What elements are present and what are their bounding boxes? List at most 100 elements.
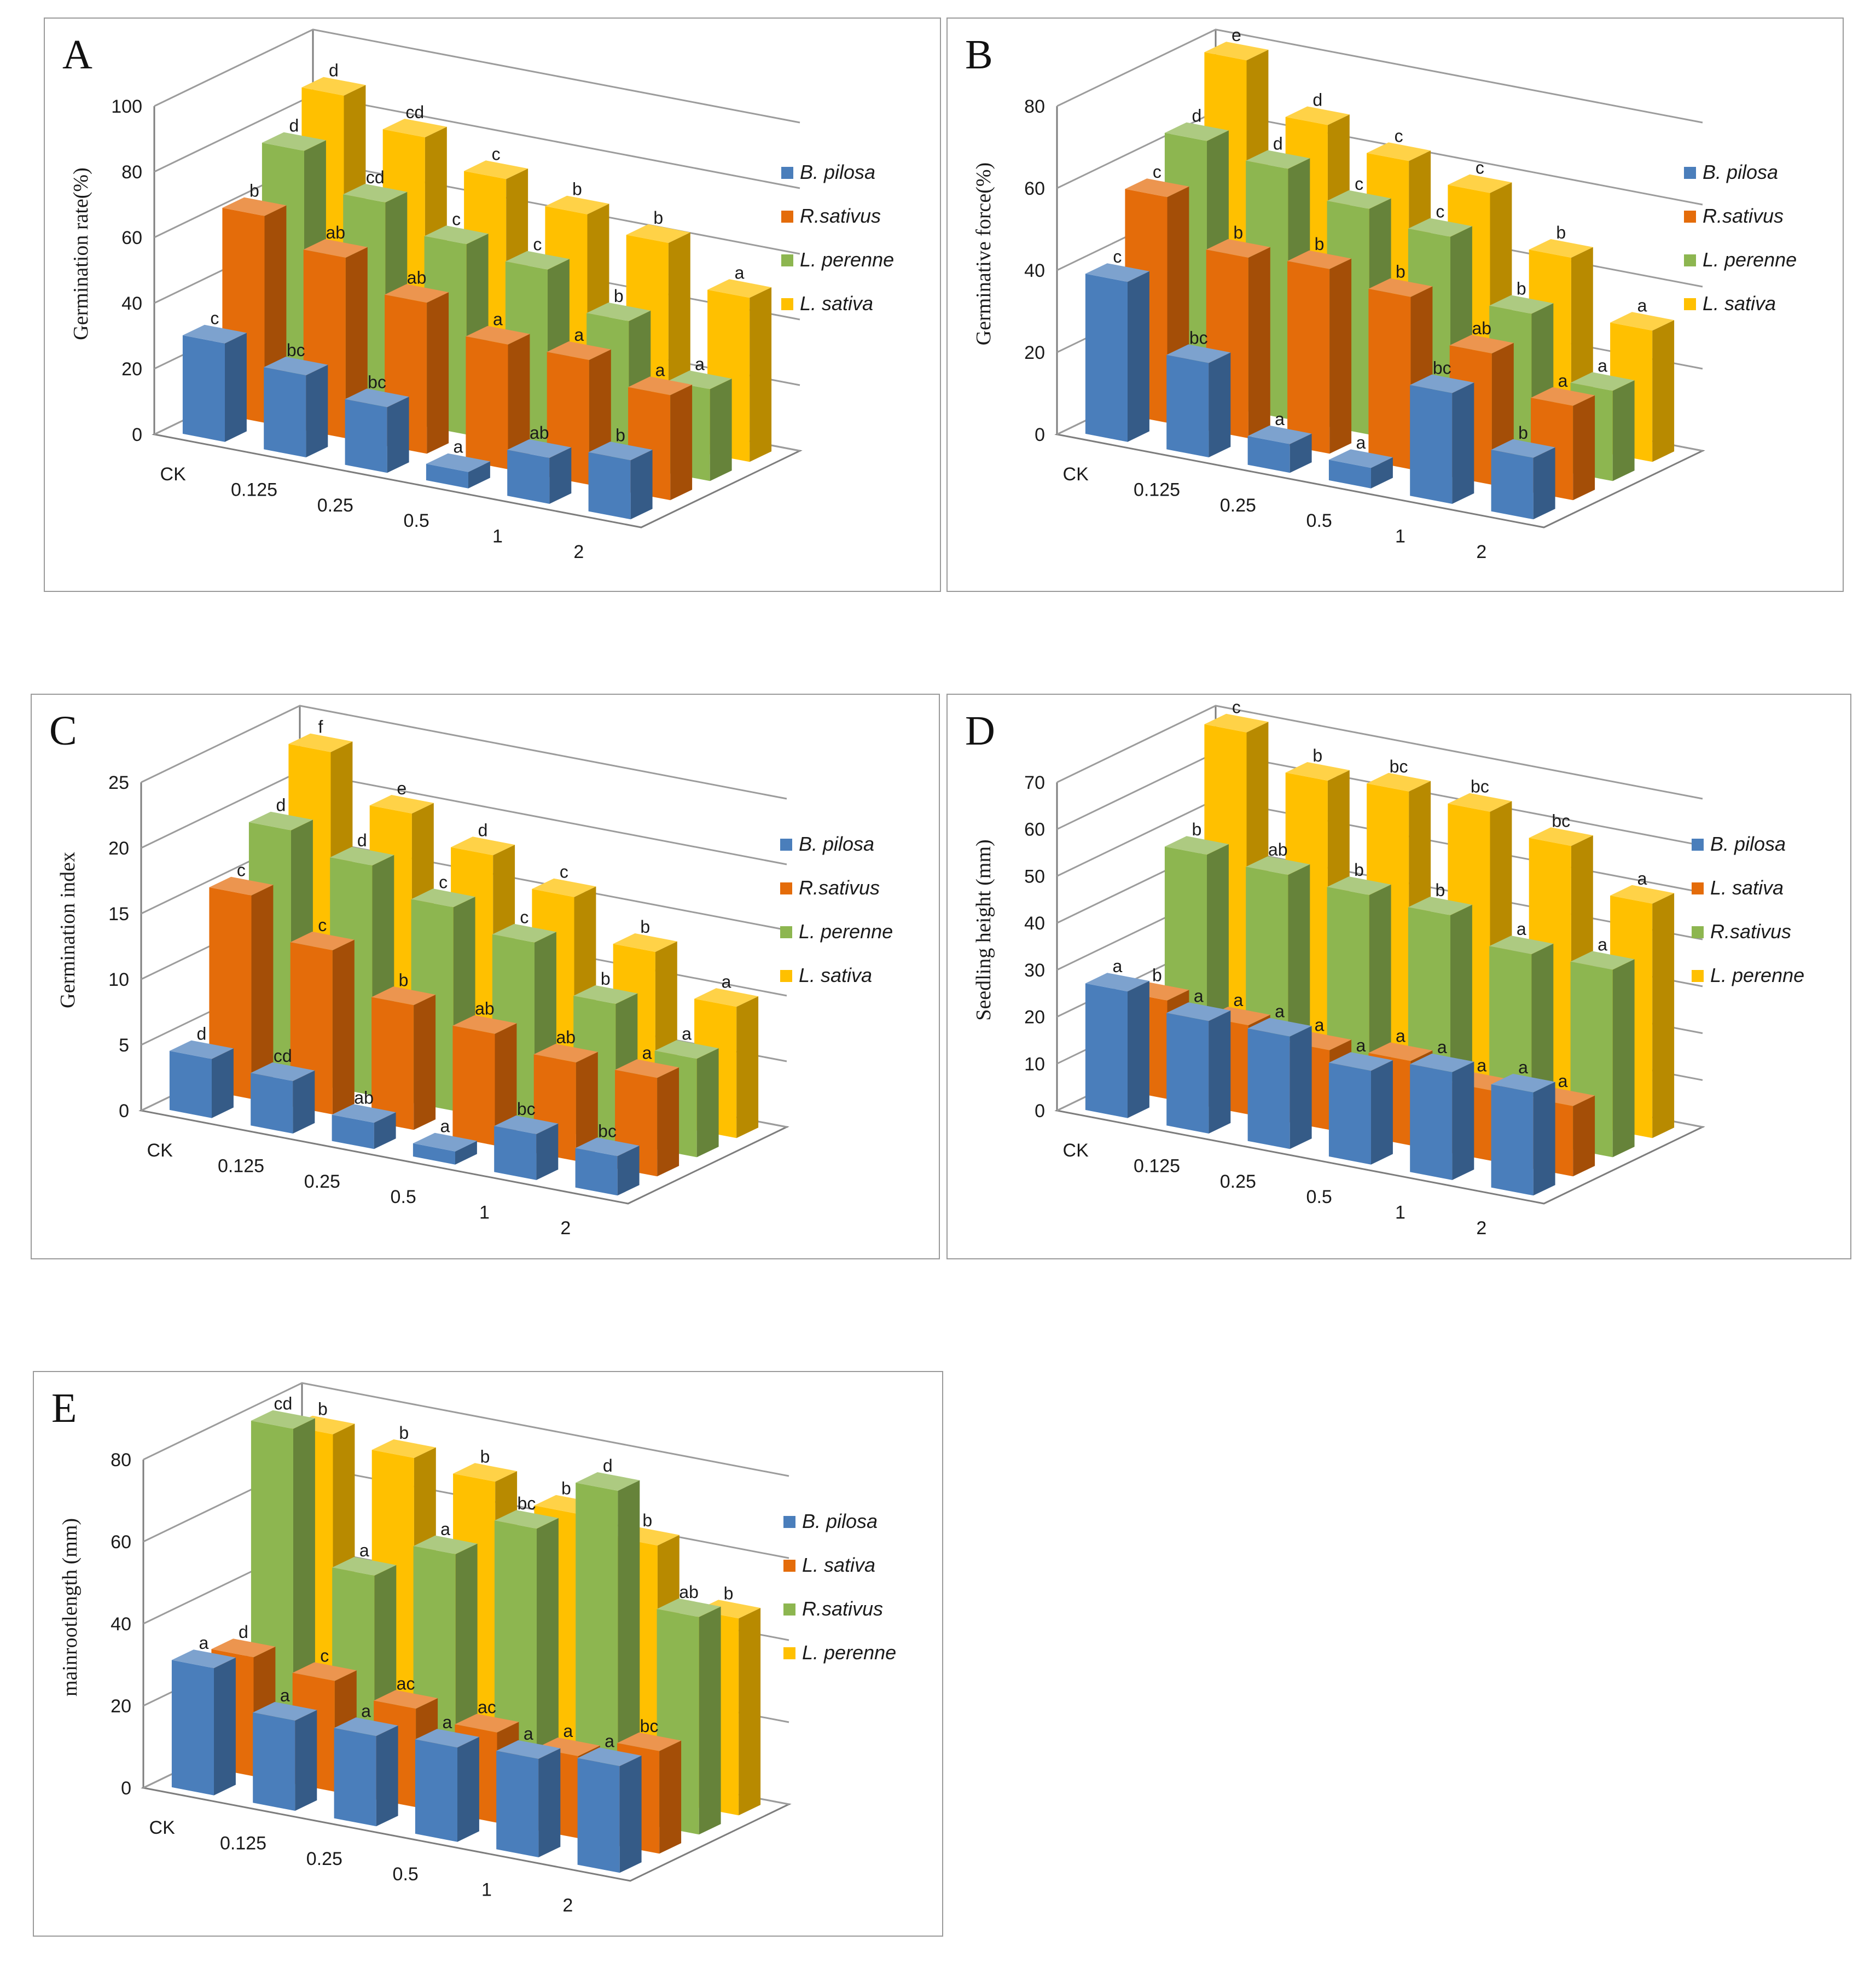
bar-top <box>1247 1018 1312 1037</box>
significance-label: a <box>493 310 503 329</box>
bar-top <box>182 324 247 344</box>
bar-top <box>1489 295 1554 314</box>
bar-top <box>1408 218 1472 237</box>
significance-label: d <box>357 830 367 850</box>
bar: bc <box>264 340 328 457</box>
significance-label: a <box>605 1731 614 1751</box>
significance-label: b <box>399 970 409 990</box>
x-tick-label: 0.5 <box>391 1187 416 1207</box>
bar-side <box>739 1608 761 1816</box>
bar: c <box>182 309 247 442</box>
y-tick-label: 0 <box>132 425 142 445</box>
bar-front <box>1287 261 1330 454</box>
panel-letter: C <box>49 708 77 754</box>
bar-top <box>1368 1042 1433 1061</box>
significance-label: bc <box>1552 811 1570 830</box>
bar-side <box>736 996 759 1138</box>
bar-top <box>1368 278 1433 297</box>
bar-front <box>1410 385 1453 504</box>
x-tick-label: 2 <box>562 1895 573 1916</box>
bar-front <box>507 450 550 504</box>
y-tick-label: 80 <box>1024 96 1045 117</box>
y-tick-label: 40 <box>1024 913 1045 934</box>
bar-front <box>415 1739 457 1842</box>
bar: cd <box>251 1046 315 1134</box>
significance-label: a <box>1558 1071 1568 1091</box>
bar-top <box>1410 374 1474 393</box>
significance-label: bc <box>1189 328 1208 348</box>
bar-top <box>1410 1053 1474 1072</box>
significance-label: b <box>1436 880 1445 900</box>
bar-top <box>667 370 732 390</box>
significance-label: a <box>440 1117 450 1136</box>
bar-top <box>330 847 394 865</box>
bar: a <box>1247 1002 1312 1149</box>
x-tick-label: 1 <box>481 1880 492 1901</box>
significance-label: b <box>1315 234 1325 254</box>
bar-top <box>573 985 638 1004</box>
legend-swatch <box>781 167 793 179</box>
bar-side <box>332 939 355 1114</box>
significance-label: c <box>1395 126 1403 146</box>
bar: a <box>415 1712 479 1842</box>
bar: ab <box>303 223 368 438</box>
significance-label: b <box>1233 223 1243 242</box>
x-tick-label: 1 <box>479 1202 490 1223</box>
bar-top <box>694 988 759 1007</box>
significance-label: d <box>603 1456 613 1475</box>
significance-label: a <box>722 972 731 991</box>
y-axis-label: mainrootlength (mm) <box>59 1518 82 1696</box>
bar: ab <box>332 1088 396 1149</box>
significance-label: ac <box>478 1698 496 1717</box>
bar-side <box>1209 1010 1231 1134</box>
bar-top <box>1529 827 1593 846</box>
bar-top <box>1247 425 1312 444</box>
bar: a <box>466 310 530 469</box>
significance-label: a <box>1356 433 1366 452</box>
x-tick-label: CK <box>1063 1140 1089 1161</box>
bar-top <box>1448 793 1512 812</box>
significance-label: bc <box>287 340 305 360</box>
significance-label: a <box>443 1712 452 1732</box>
bar-side <box>1209 352 1231 457</box>
legend-swatch <box>1692 839 1704 851</box>
bar-side <box>710 379 732 481</box>
legend-label: R.sativus <box>1703 205 1784 227</box>
bar: b <box>588 425 653 520</box>
legend-swatch <box>780 839 792 851</box>
significance-label: bc <box>518 1494 536 1513</box>
x-tick-label: CK <box>1063 464 1089 485</box>
legend: B. pilosa R.sativus L. perenne L. sativa <box>780 833 893 986</box>
legend-swatch <box>783 1647 795 1659</box>
significance-label: ab <box>1268 840 1288 859</box>
bar-front <box>1328 460 1371 489</box>
bar-top <box>1206 239 1270 258</box>
bar-side <box>1128 981 1149 1118</box>
x-tick-label: 0.25 <box>1220 495 1256 516</box>
bar-top <box>696 1600 761 1619</box>
panel-letter: E <box>51 1385 77 1431</box>
bar-top <box>424 225 489 245</box>
bar: a <box>1531 371 1595 501</box>
bar: bc <box>1410 358 1474 504</box>
significance-label: b <box>1152 966 1162 985</box>
bar-top <box>453 1463 518 1482</box>
legend-label: R.sativus <box>799 876 880 899</box>
legend-swatch <box>781 254 793 266</box>
significance-label: bc <box>640 1716 659 1736</box>
significance-label: a <box>1477 1055 1486 1075</box>
bar-top <box>533 1044 598 1062</box>
bar-side <box>427 292 449 454</box>
bar-front <box>1328 1062 1371 1165</box>
bar-front <box>1368 288 1411 469</box>
bar-top <box>1491 1073 1555 1093</box>
panel-a: A 0 20 40 60 80 100 Germination rate(%) CK 0.125… <box>44 18 941 592</box>
significance-label: b <box>480 1446 490 1466</box>
significance-label: d <box>1312 90 1322 110</box>
significance-label: b <box>572 179 582 199</box>
x-tick-label: CK <box>149 1817 176 1838</box>
significance-label: b <box>653 208 663 228</box>
bar: a <box>1166 986 1231 1134</box>
